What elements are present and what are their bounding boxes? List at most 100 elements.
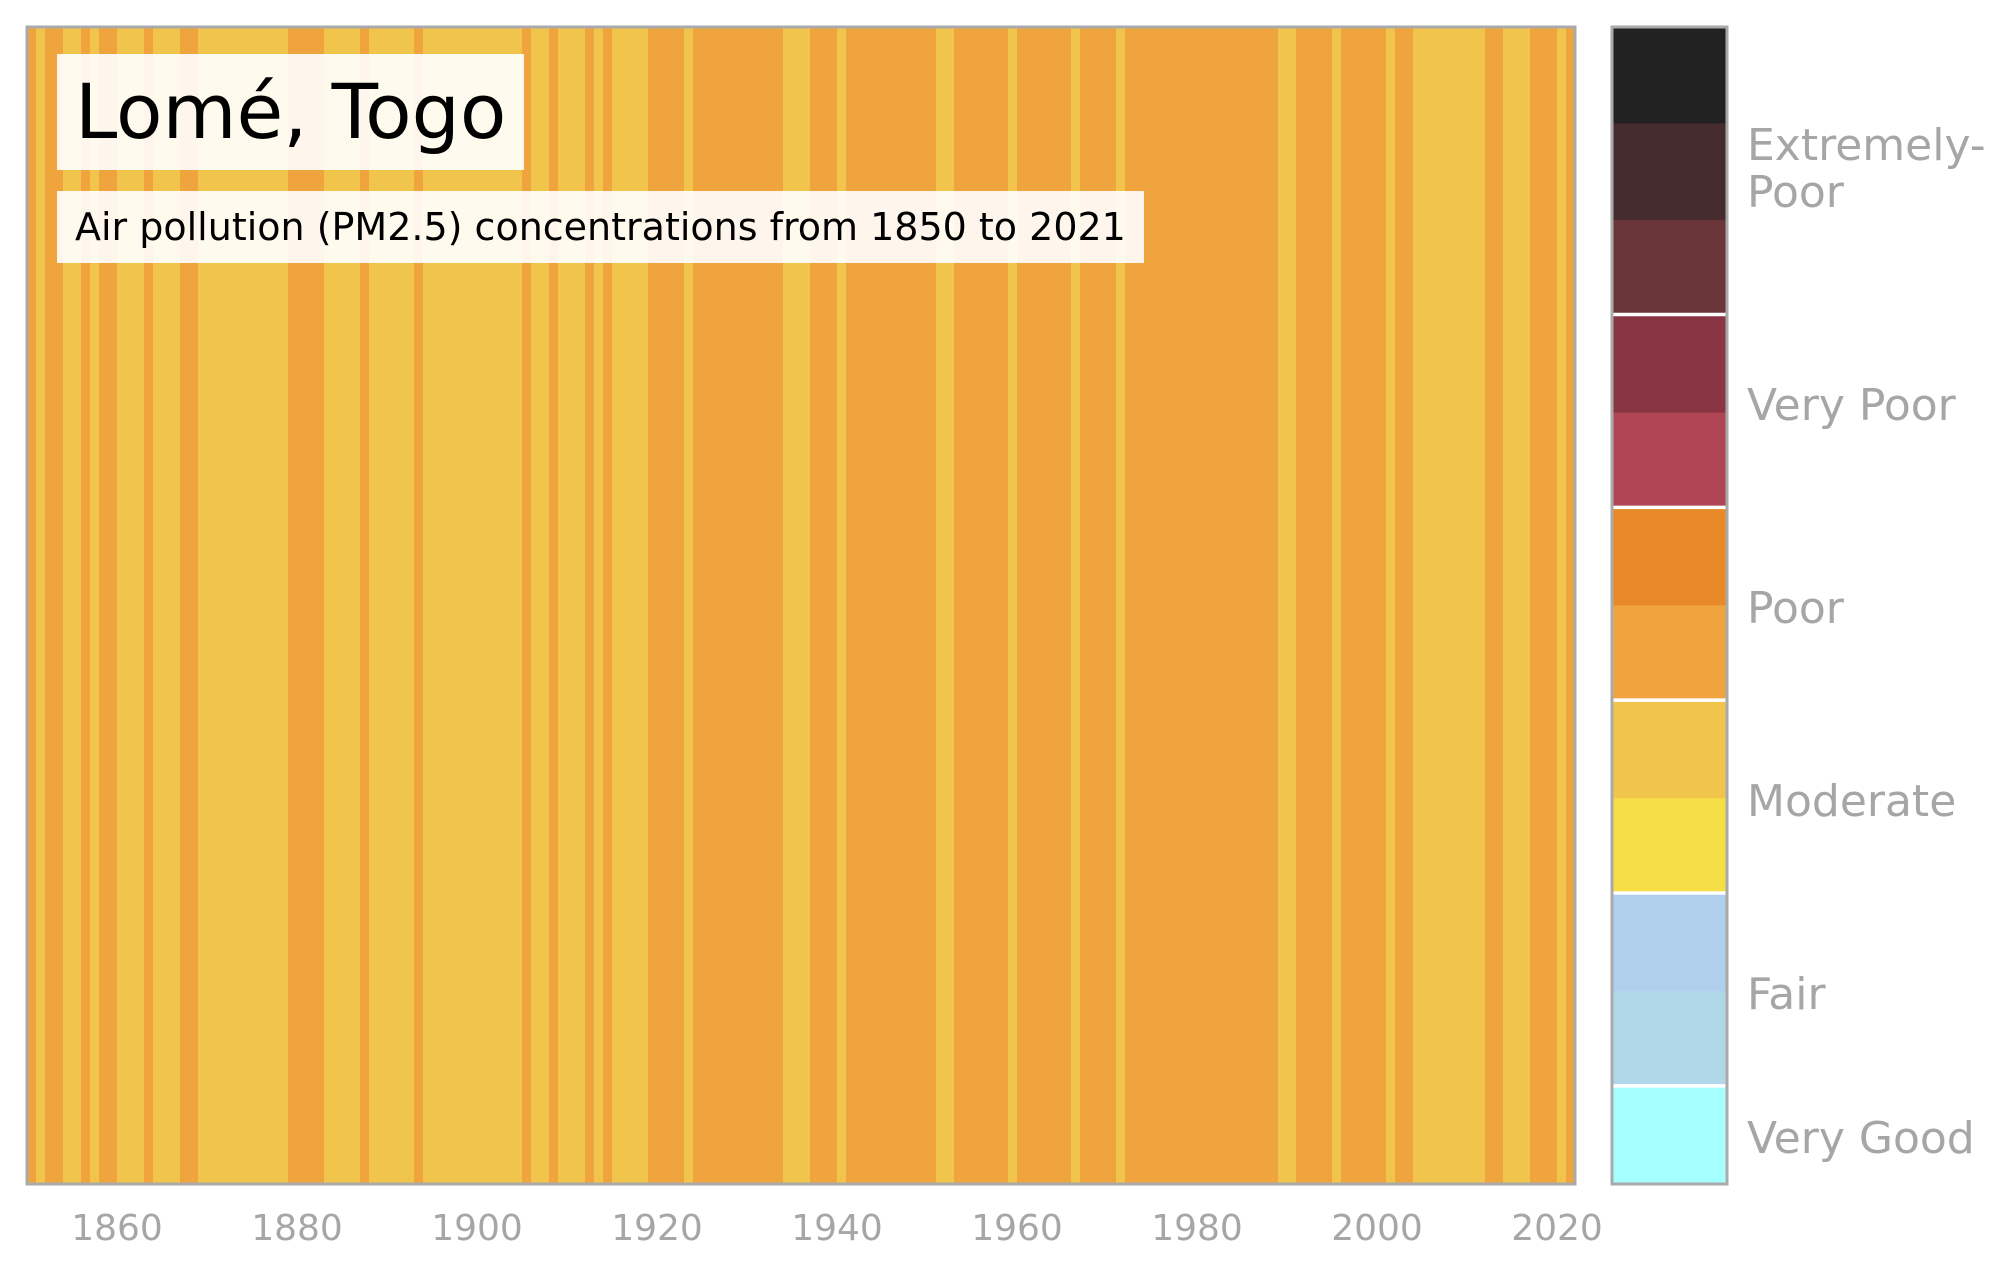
stripe-1939 <box>828 27 838 1184</box>
stripe-1982 <box>1215 27 1225 1184</box>
stripe-1947 <box>900 27 910 1184</box>
stripe-2009 <box>1458 27 1468 1184</box>
stripe-2018 <box>1539 27 1549 1184</box>
stripe-1860 <box>117 27 127 1184</box>
stripe-1880 <box>297 27 307 1184</box>
stripe-1999 <box>1368 27 1378 1184</box>
stripe-2021 <box>1566 27 1576 1184</box>
stripe-2008 <box>1449 27 1459 1184</box>
stripe-1911 <box>576 27 586 1184</box>
stripe-2019 <box>1548 27 1558 1184</box>
legend-frame <box>1610 25 1729 1186</box>
stripe-1992 <box>1305 27 1315 1184</box>
stripe-1902 <box>495 27 505 1184</box>
stripe-1855 <box>72 27 82 1184</box>
stripe-1963 <box>1044 27 1054 1184</box>
stripe-1966 <box>1071 27 1081 1184</box>
stripe-1925 <box>702 27 712 1184</box>
stripe-1972 <box>1125 27 1135 1184</box>
stripe-1922 <box>675 27 685 1184</box>
stripe-1945 <box>882 27 892 1184</box>
legend-swatch-extremely-poor-1 <box>1612 123 1727 221</box>
stripe-1895 <box>432 27 442 1184</box>
stripe-1901 <box>486 27 496 1184</box>
stripe-1879 <box>288 27 298 1184</box>
stripes-group <box>27 27 1576 1184</box>
chart-title: Lomé, Togo <box>75 67 507 156</box>
stripe-1889 <box>378 27 388 1184</box>
stripe-1854 <box>63 27 73 1184</box>
stripe-1918 <box>639 27 649 1184</box>
stripe-1897 <box>450 27 460 1184</box>
stripe-1910 <box>567 27 577 1184</box>
stripe-1927 <box>720 27 730 1184</box>
stripe-2001 <box>1386 27 1396 1184</box>
stripe-1965 <box>1062 27 1072 1184</box>
stripe-1955 <box>972 27 982 1184</box>
stripe-1875 <box>252 27 262 1184</box>
stripe-1998 <box>1359 27 1369 1184</box>
x-tick-1960: 1960 <box>971 1208 1063 1249</box>
stripe-2003 <box>1404 27 1414 1184</box>
stripe-1899 <box>468 27 478 1184</box>
stripe-1950 <box>927 27 937 1184</box>
stripe-1935 <box>792 27 802 1184</box>
stripe-1888 <box>369 27 379 1184</box>
stripe-1873 <box>234 27 244 1184</box>
stripe-1976 <box>1161 27 1171 1184</box>
chart-subtitle-box: Air pollution (PM2.5) concentrations fro… <box>57 191 1144 263</box>
stripe-1967 <box>1080 27 1090 1184</box>
stripe-1952 <box>945 27 955 1184</box>
stripe-1898 <box>459 27 469 1184</box>
stripe-1988 <box>1269 27 1279 1184</box>
stripe-1987 <box>1260 27 1270 1184</box>
legend-label-moderate: Moderate <box>1747 776 1957 827</box>
stripe-2011 <box>1476 27 1486 1184</box>
stripe-1883 <box>324 27 334 1184</box>
stripe-1887 <box>360 27 370 1184</box>
stripe-1933 <box>774 27 784 1184</box>
stripe-1915 <box>612 27 622 1184</box>
stripe-1989 <box>1278 27 1288 1184</box>
legend-swatch-fair-1 <box>1612 991 1727 1089</box>
stripe-1977 <box>1170 27 1180 1184</box>
stripe-1928 <box>729 27 739 1184</box>
stripe-1904 <box>513 27 523 1184</box>
stripe-1916 <box>621 27 631 1184</box>
stripe-1981 <box>1206 27 1216 1184</box>
stripe-1920 <box>657 27 667 1184</box>
stripe-1993 <box>1314 27 1324 1184</box>
stripe-1869 <box>198 27 208 1184</box>
stripe-1907 <box>540 27 550 1184</box>
legend-swatch-moderate-0 <box>1612 701 1727 799</box>
stripe-1892 <box>405 27 415 1184</box>
stripe-1953 <box>954 27 964 1184</box>
stripe-1868 <box>189 27 199 1184</box>
stripe-1934 <box>783 27 793 1184</box>
stripe-1919 <box>648 27 658 1184</box>
stripe-1870 <box>207 27 217 1184</box>
stripe-1894 <box>423 27 433 1184</box>
stripe-1864 <box>153 27 163 1184</box>
stripe-1853 <box>54 27 64 1184</box>
legend-label-fair: Fair <box>1747 969 1826 1020</box>
stripe-1954 <box>963 27 973 1184</box>
stripe-1867 <box>180 27 190 1184</box>
legend-label-very-good: Very Good <box>1747 1113 1975 1164</box>
stripe-1857 <box>90 27 100 1184</box>
stripe-1863 <box>144 27 154 1184</box>
stripe-1908 <box>549 27 559 1184</box>
stripe-1930 <box>747 27 757 1184</box>
stripe-1983 <box>1224 27 1234 1184</box>
stripe-1943 <box>864 27 874 1184</box>
legend-label-extremely-poor-line2: Poor <box>1747 167 1844 218</box>
stripe-1990 <box>1287 27 1297 1184</box>
stripe-1917 <box>630 27 640 1184</box>
stripe-1900 <box>477 27 487 1184</box>
stripe-1866 <box>171 27 181 1184</box>
stripe-1872 <box>225 27 235 1184</box>
stripe-1942 <box>855 27 865 1184</box>
stripe-1903 <box>504 27 514 1184</box>
stripe-1949 <box>918 27 928 1184</box>
plot-frame <box>25 25 1577 1186</box>
